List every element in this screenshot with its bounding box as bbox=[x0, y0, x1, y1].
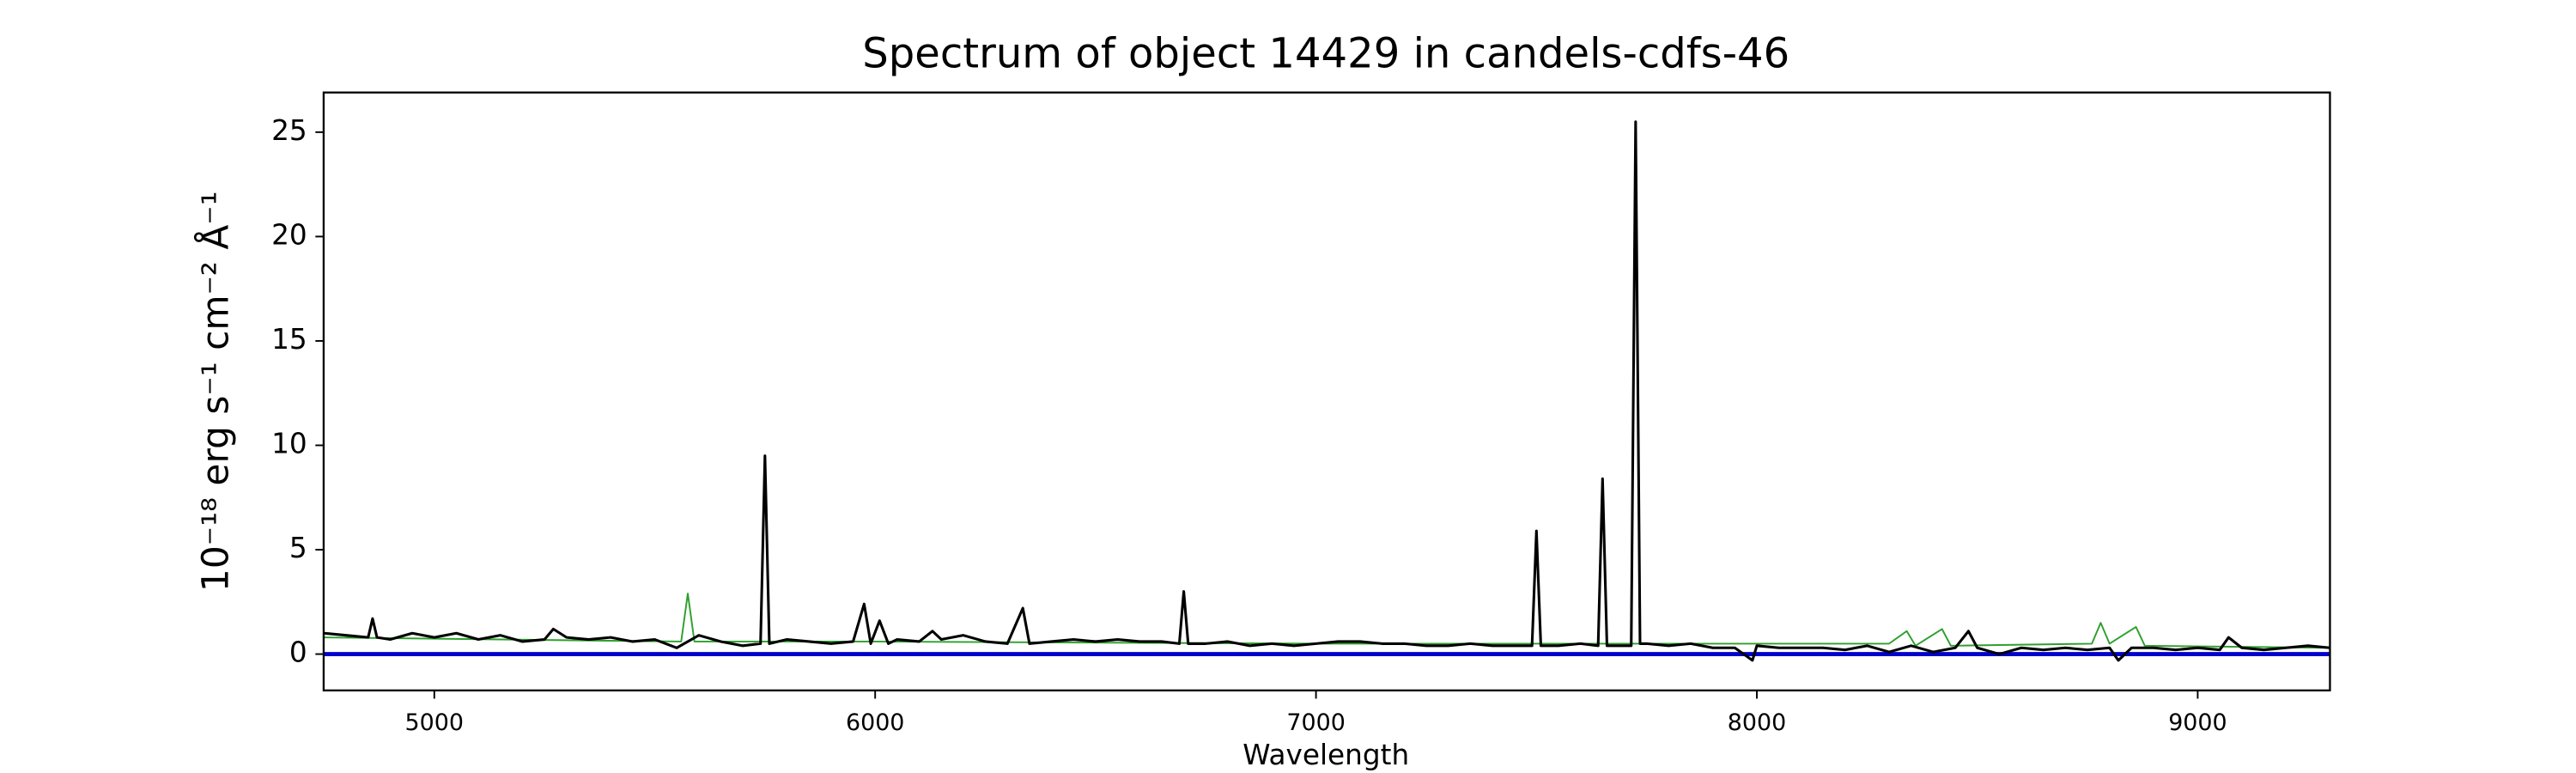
y-tick-label: 5 bbox=[289, 532, 307, 564]
y-tick-label: 25 bbox=[271, 114, 307, 147]
y-axis-label: 10⁻¹⁸ erg s⁻¹ cm⁻² Å⁻¹ bbox=[193, 191, 236, 592]
chart-title: Spectrum of object 14429 in candels-cdfs… bbox=[862, 29, 1789, 77]
spectrum-line bbox=[324, 120, 2330, 662]
y-tick-label: 0 bbox=[289, 636, 307, 669]
x-tick-label: 5000 bbox=[405, 709, 464, 736]
x-tick-label: 6000 bbox=[846, 709, 904, 736]
y-tick-label: 10 bbox=[271, 427, 307, 460]
x-tick-label: 9000 bbox=[2168, 709, 2227, 736]
x-tick-label: 8000 bbox=[1728, 709, 1786, 736]
x-axis-label: Wavelength bbox=[1242, 739, 1409, 771]
axes-frame bbox=[322, 91, 2331, 691]
y-tick-label: 15 bbox=[271, 323, 307, 356]
plot-area bbox=[324, 120, 2330, 662]
x-tick-label: 7000 bbox=[1286, 709, 1345, 736]
y-tick-label: 20 bbox=[271, 218, 307, 251]
